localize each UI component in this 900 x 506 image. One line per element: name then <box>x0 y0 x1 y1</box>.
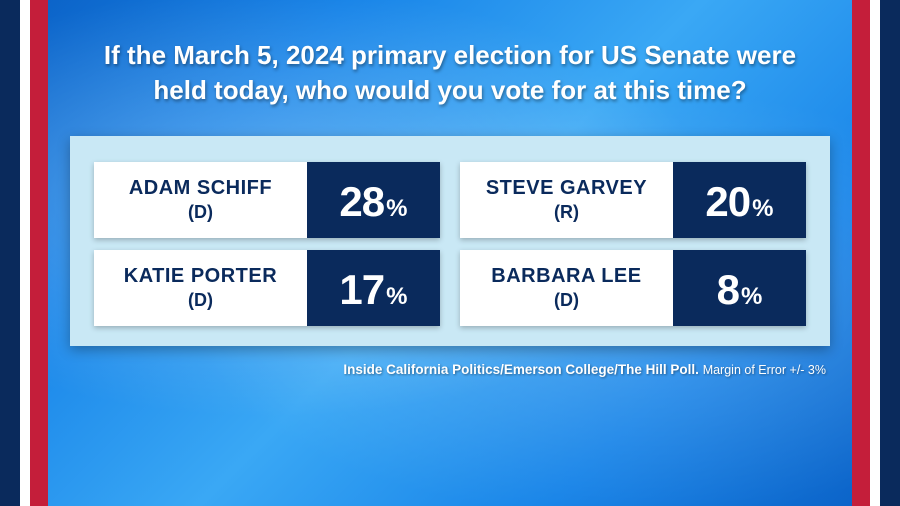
candidate-box: KATIE PORTER (D) <box>94 250 307 326</box>
candidate-name: KATIE PORTER <box>124 265 277 288</box>
source-line: Inside California Politics/Emerson Colle… <box>70 362 830 377</box>
margin-of-error: Margin of Error +/- 3% <box>703 363 826 377</box>
percent-box: 8 % <box>673 250 806 326</box>
percent-value: 28 <box>339 178 384 226</box>
percent-symbol: % <box>752 195 773 223</box>
candidate-party: (D) <box>188 290 213 311</box>
candidate-box: BARBARA LEE (D) <box>460 250 673 326</box>
poll-panel: ADAM SCHIFF (D) 28 % STEVE GARVEY (R) 20 <box>70 136 830 346</box>
background: If the March 5, 2024 primary election fo… <box>0 0 900 506</box>
candidate-party: (D) <box>188 202 213 223</box>
candidate-box: STEVE GARVEY (R) <box>460 162 673 238</box>
candidate-party: (R) <box>554 202 579 223</box>
percent-box: 20 % <box>673 162 806 238</box>
poll-item: ADAM SCHIFF (D) 28 % <box>94 162 440 238</box>
poll-grid: ADAM SCHIFF (D) 28 % STEVE GARVEY (R) 20 <box>94 162 806 326</box>
candidate-name: ADAM SCHIFF <box>129 177 272 200</box>
candidate-name: BARBARA LEE <box>491 265 641 288</box>
percent-value: 20 <box>705 178 750 226</box>
percent-symbol: % <box>741 283 762 311</box>
poll-item: KATIE PORTER (D) 17 % <box>94 250 440 326</box>
poll-question: If the March 5, 2024 primary election fo… <box>80 38 820 108</box>
candidate-party: (D) <box>554 290 579 311</box>
poll-item: BARBARA LEE (D) 8 % <box>460 250 806 326</box>
percent-symbol: % <box>386 195 407 223</box>
percent-value: 17 <box>339 266 384 314</box>
percent-symbol: % <box>386 283 407 311</box>
candidate-name: STEVE GARVEY <box>486 177 647 200</box>
percent-box: 28 % <box>307 162 440 238</box>
source-text: Inside California Politics/Emerson Colle… <box>343 362 699 377</box>
poll-item: STEVE GARVEY (R) 20 % <box>460 162 806 238</box>
candidate-box: ADAM SCHIFF (D) <box>94 162 307 238</box>
percent-box: 17 % <box>307 250 440 326</box>
percent-value: 8 <box>717 266 739 314</box>
content-area: If the March 5, 2024 primary election fo… <box>0 0 900 506</box>
